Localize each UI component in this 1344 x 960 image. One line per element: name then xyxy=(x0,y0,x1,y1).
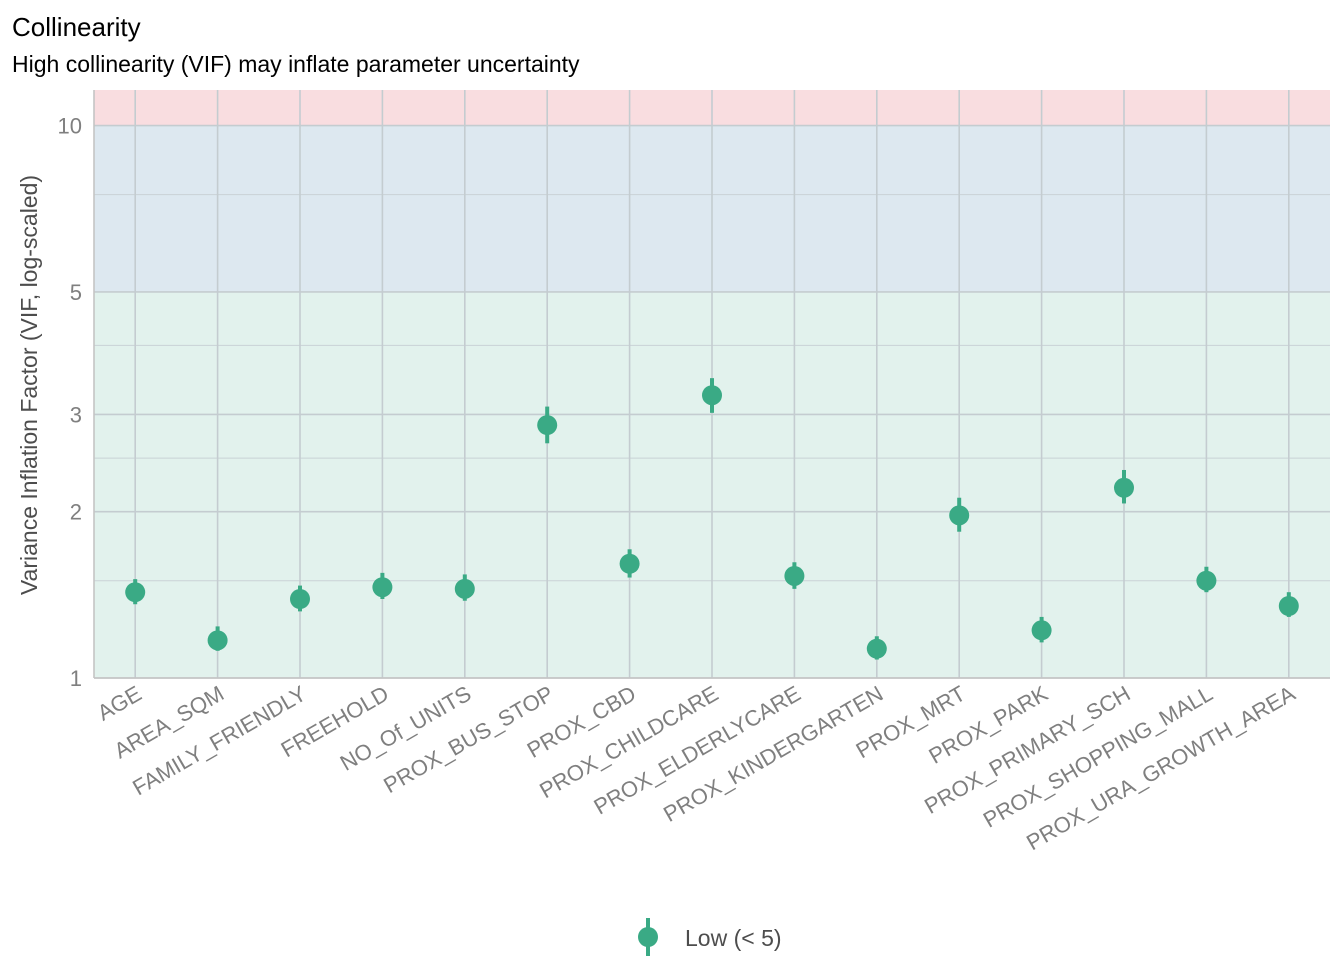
vif-point xyxy=(537,415,558,436)
y-tick-label: 10 xyxy=(58,114,82,139)
vif-point xyxy=(454,578,475,599)
vif-points xyxy=(125,378,1299,660)
vif-point xyxy=(1278,596,1299,617)
vif-point xyxy=(949,505,970,526)
y-tick-labels: 1 2 3 5 10 xyxy=(58,114,82,691)
vif-point xyxy=(290,588,310,609)
y-tick-label: 3 xyxy=(70,402,82,427)
vif-point xyxy=(1031,620,1052,641)
vif-point xyxy=(784,565,805,586)
y-axis-title: Variance Inflation Factor (VIF, log-scal… xyxy=(16,175,42,595)
vif-point xyxy=(866,638,887,659)
legend-marker-point xyxy=(638,927,658,947)
vif-point xyxy=(1114,477,1134,498)
y-tick-label: 2 xyxy=(70,500,82,525)
legend: Low (< 5) xyxy=(638,918,782,956)
y-tick-label: 1 xyxy=(70,666,82,691)
vif-point xyxy=(125,582,146,603)
vif-point xyxy=(619,553,640,574)
x-tick-label: AGE xyxy=(93,681,146,726)
vif-point xyxy=(207,630,228,651)
vif-point xyxy=(372,577,393,598)
y-tick-label: 5 xyxy=(70,280,82,305)
legend-label: Low (< 5) xyxy=(685,925,782,951)
vif-point xyxy=(702,385,722,406)
chart-subtitle: High collinearity (VIF) may inflate para… xyxy=(12,51,580,77)
vif-point xyxy=(1196,570,1217,591)
axes xyxy=(93,90,1330,679)
chart-title: Collinearity xyxy=(12,12,141,42)
x-tick-labels: AGEAREA_SQMFAMILY_FRIENDLYFREEHOLDNO_Of_… xyxy=(93,681,1300,856)
